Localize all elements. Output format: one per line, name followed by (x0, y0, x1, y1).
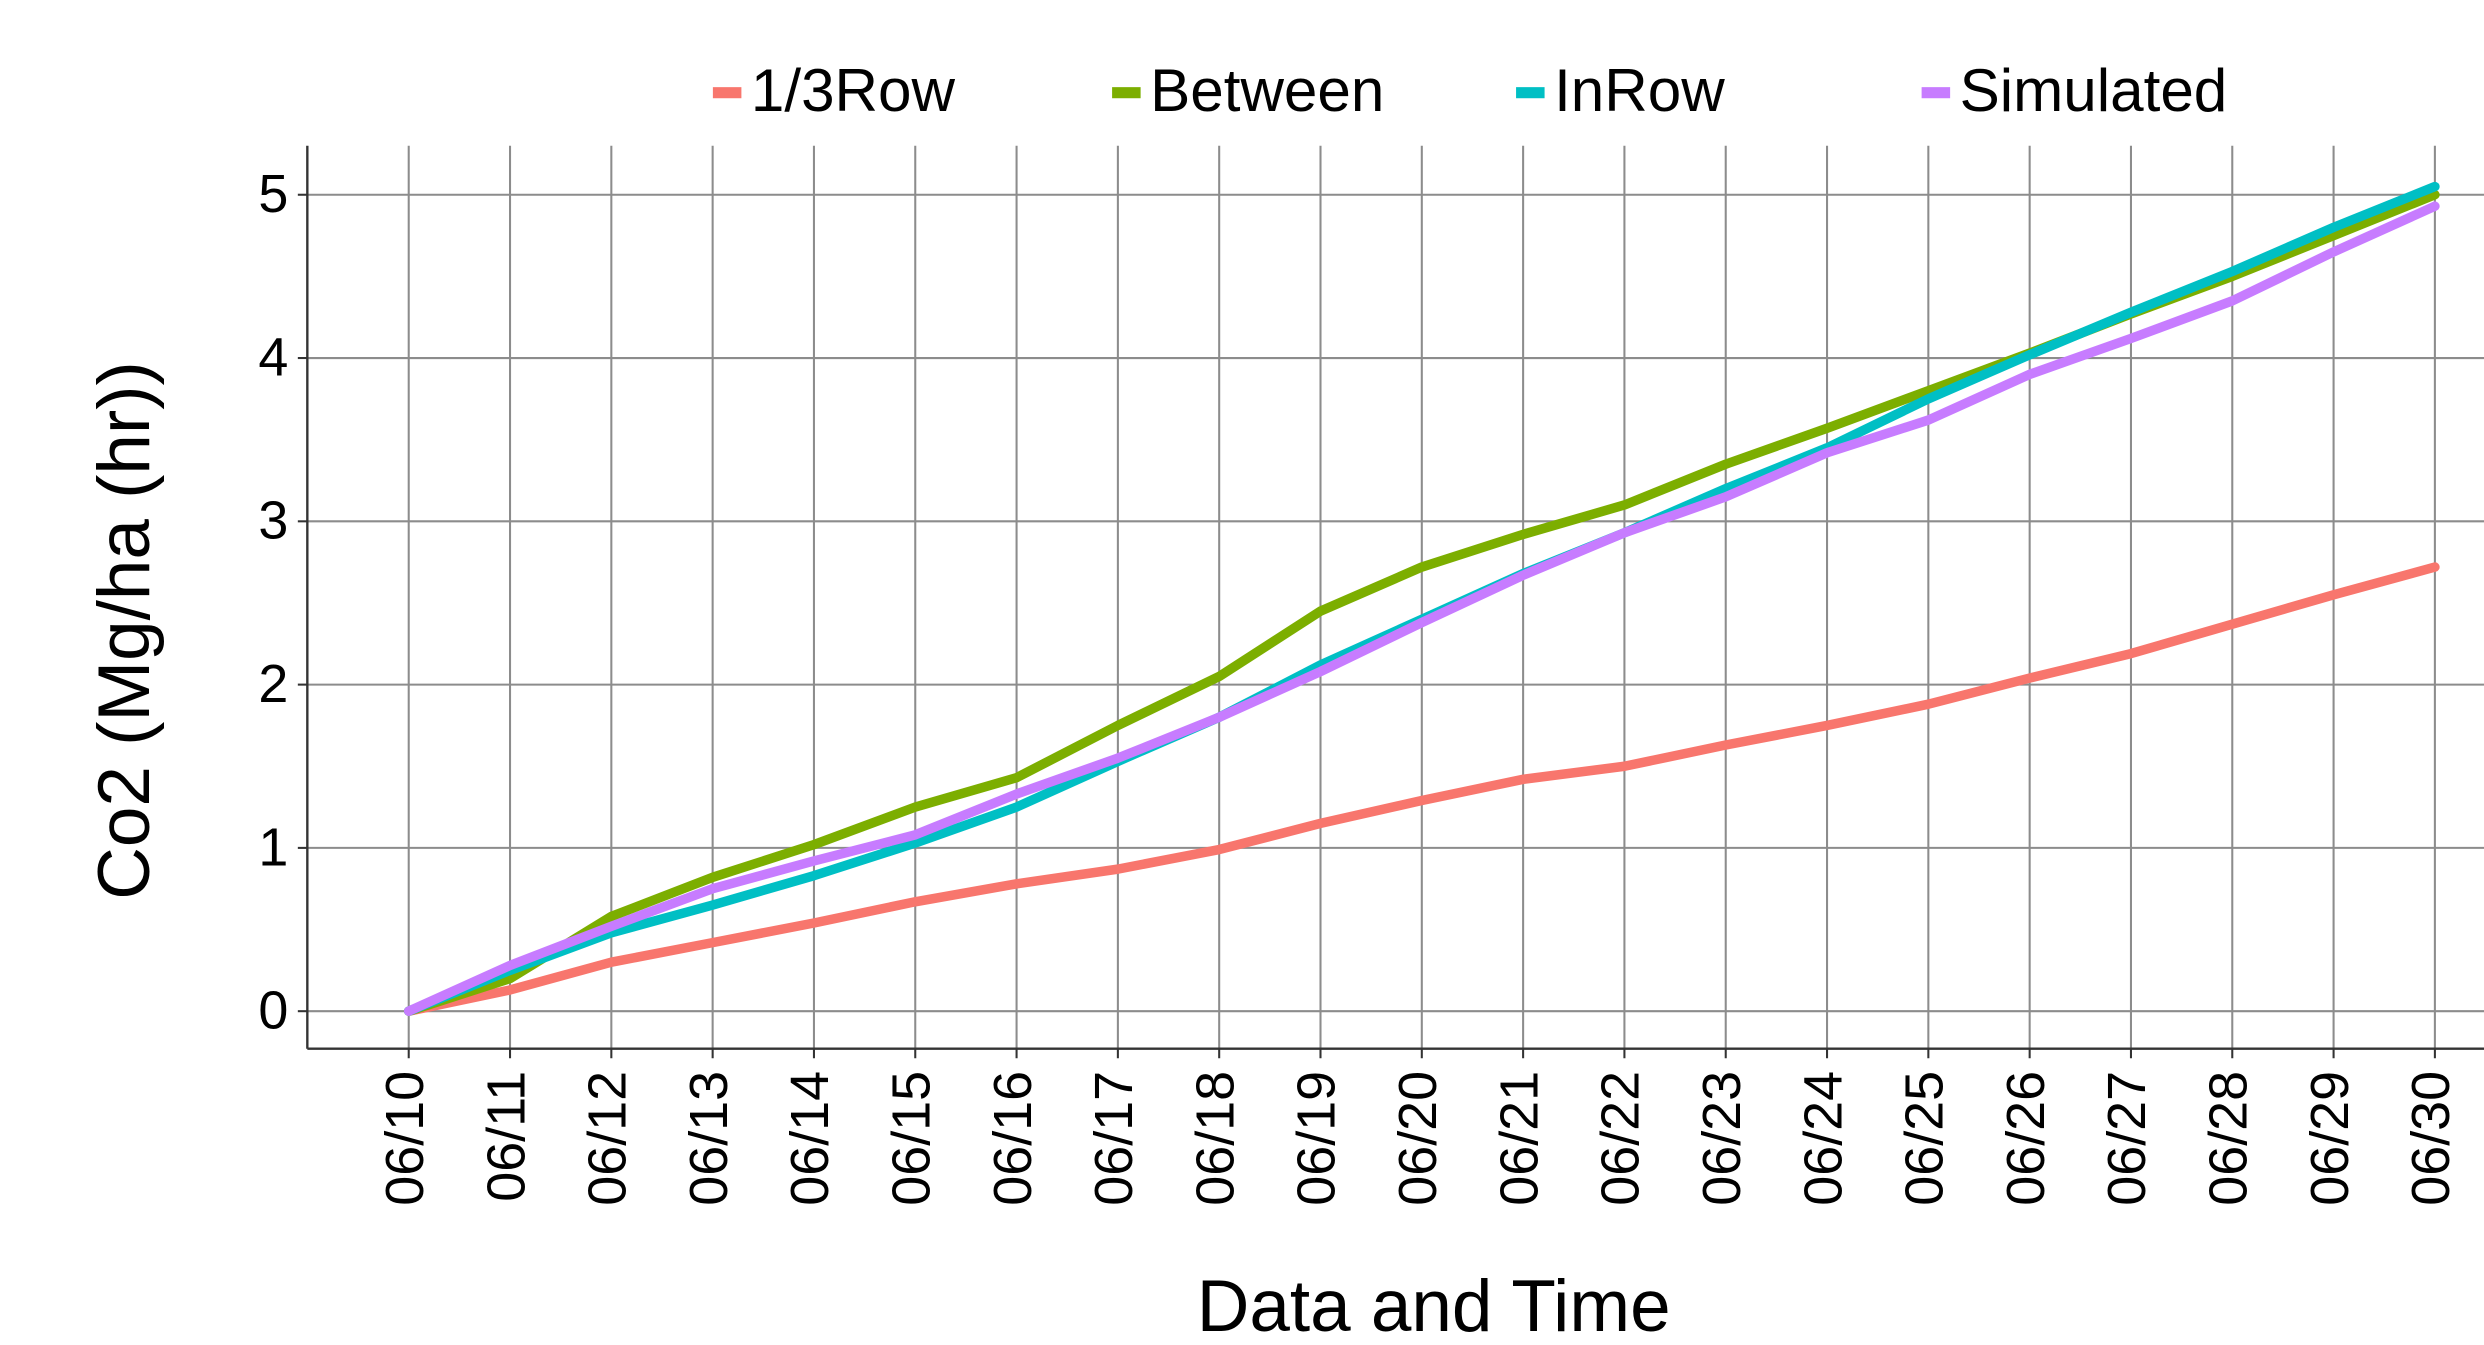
x-tick-label: 06/29 (2300, 1071, 2360, 1206)
y-axis-title: Co2 (Mg/ha (hr)) (84, 361, 165, 899)
x-tick-label: 06/21 (1489, 1071, 1549, 1206)
y-tick-label: 5 (258, 164, 288, 224)
series-line (403, 562, 2440, 1016)
x-tick-label: 06/19 (1287, 1071, 1347, 1206)
x-tick-label: 06/16 (983, 1071, 1043, 1206)
legend-label: Between (1150, 57, 1384, 124)
x-tick-label: 06/30 (2401, 1071, 2461, 1206)
x-axis-title: Data and Time (1197, 1266, 1671, 1345)
x-tick-label: 06/22 (1591, 1071, 1651, 1206)
legend-swatch (712, 87, 742, 99)
x-tick-label: 06/24 (1793, 1071, 1853, 1206)
y-tick-label: 1 (258, 817, 288, 877)
y-tick-label: 0 (258, 981, 288, 1041)
legend-label: InRow (1554, 57, 1725, 124)
x-tick-label: 06/27 (2097, 1071, 2157, 1206)
y-tick-label: 3 (258, 491, 288, 551)
x-tick-label: 06/20 (1388, 1071, 1448, 1206)
x-tick-label: 06/15 (881, 1071, 941, 1206)
x-tick-label: 06/12 (578, 1071, 638, 1206)
y-tick-label: 4 (258, 327, 288, 387)
legend-label: Simulated (1960, 57, 2228, 124)
x-tick-label: 06/13 (679, 1071, 739, 1206)
x-tick-label: 06/14 (780, 1071, 840, 1206)
legend-swatch (1112, 87, 1141, 99)
x-tick-label: 06/28 (2199, 1071, 2259, 1206)
x-tick-label: 06/18 (1185, 1071, 1245, 1206)
x-tick-label: 06/26 (1996, 1071, 2056, 1206)
y-tick-label: 2 (258, 654, 288, 714)
x-tick-label: 06/10 (375, 1071, 435, 1206)
x-tick-label: 06/25 (1895, 1071, 1955, 1206)
series-line (403, 201, 2440, 1016)
legend-label: 1/3Row (751, 57, 956, 124)
x-tick-label: 06/11 (476, 1071, 536, 1202)
legend-swatch (1516, 87, 1545, 99)
x-tick-label: 06/23 (1692, 1071, 1752, 1206)
x-tick-label: 06/17 (1084, 1071, 1144, 1206)
legend-swatch (1921, 87, 1951, 99)
